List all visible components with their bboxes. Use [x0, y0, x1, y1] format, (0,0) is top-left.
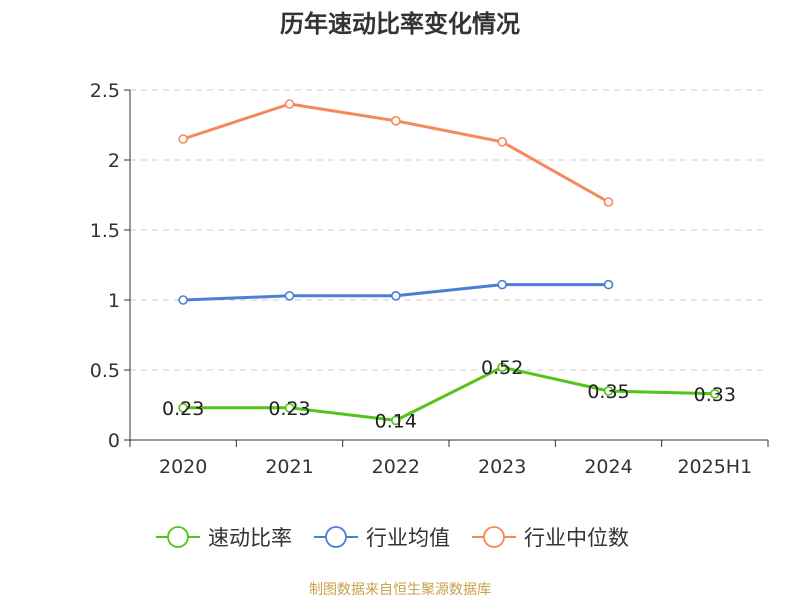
y-tick-label: 2 [108, 150, 120, 172]
data-point [178, 295, 188, 305]
legend-label: 行业中位数 [524, 526, 629, 550]
y-tick-label: 0 [108, 430, 120, 452]
data-point [284, 290, 295, 301]
legend-marker [325, 526, 347, 548]
data-label: 0.23 [268, 398, 310, 420]
data-point [603, 386, 614, 396]
chart-title: 历年速动比率变化情况 [280, 10, 520, 38]
y-tick-label: 1.5 [90, 220, 120, 242]
x-tick-label: 2021 [265, 456, 313, 478]
data-point [178, 134, 188, 144]
data-point [710, 388, 720, 399]
data-point [284, 99, 295, 109]
x-tick-label: 2022 [372, 456, 420, 478]
data-label: 0.23 [162, 398, 204, 420]
legend: 速动比率 行业均值 行业中位数 [156, 526, 629, 550]
data-point [603, 279, 614, 290]
x-tick-label: 2025H1 [677, 456, 752, 478]
data-point [391, 290, 401, 301]
legend-item: 行业均值 [314, 526, 450, 550]
legend-label: 速动比率 [208, 526, 292, 550]
axes: 0 0.5 1 1.5 2 2.5 2020 2021 2022 2023 2024 2025H1 [90, 80, 769, 478]
y-tick-label: 1 [108, 290, 120, 312]
legend-item: 行业中位数 [472, 526, 629, 550]
x-tick-label: 2024 [584, 456, 632, 478]
data-label: 0.52 [481, 357, 523, 379]
data-point [391, 415, 401, 426]
data-point [391, 116, 401, 126]
legend-marker [483, 526, 505, 548]
data-label: 0.35 [587, 381, 629, 403]
data-point [497, 362, 507, 373]
legend-marker [167, 526, 189, 548]
data-labels: 0.23 0.23 0.14 0.52 0.35 0.33 [162, 357, 736, 432]
legend-item: 速动比率 [156, 526, 292, 550]
data-label: 0.33 [694, 384, 736, 406]
source-note: 制图数据来自恒生聚源数据库 [309, 582, 491, 598]
data-point [603, 197, 614, 207]
x-tick-label: 2020 [159, 456, 207, 478]
y-tick-label: 2.5 [90, 80, 120, 102]
data-point [497, 279, 507, 290]
grid-lines [130, 89, 768, 371]
data-label: 0.14 [375, 410, 417, 432]
data-point [284, 402, 295, 413]
series-lines [178, 99, 720, 426]
data-point [497, 137, 507, 147]
legend-label: 行业均值 [366, 526, 450, 550]
y-tick-label: 0.5 [90, 360, 120, 382]
x-tick-label: 2023 [478, 456, 526, 478]
data-point [178, 402, 188, 413]
series-line [183, 365, 715, 422]
